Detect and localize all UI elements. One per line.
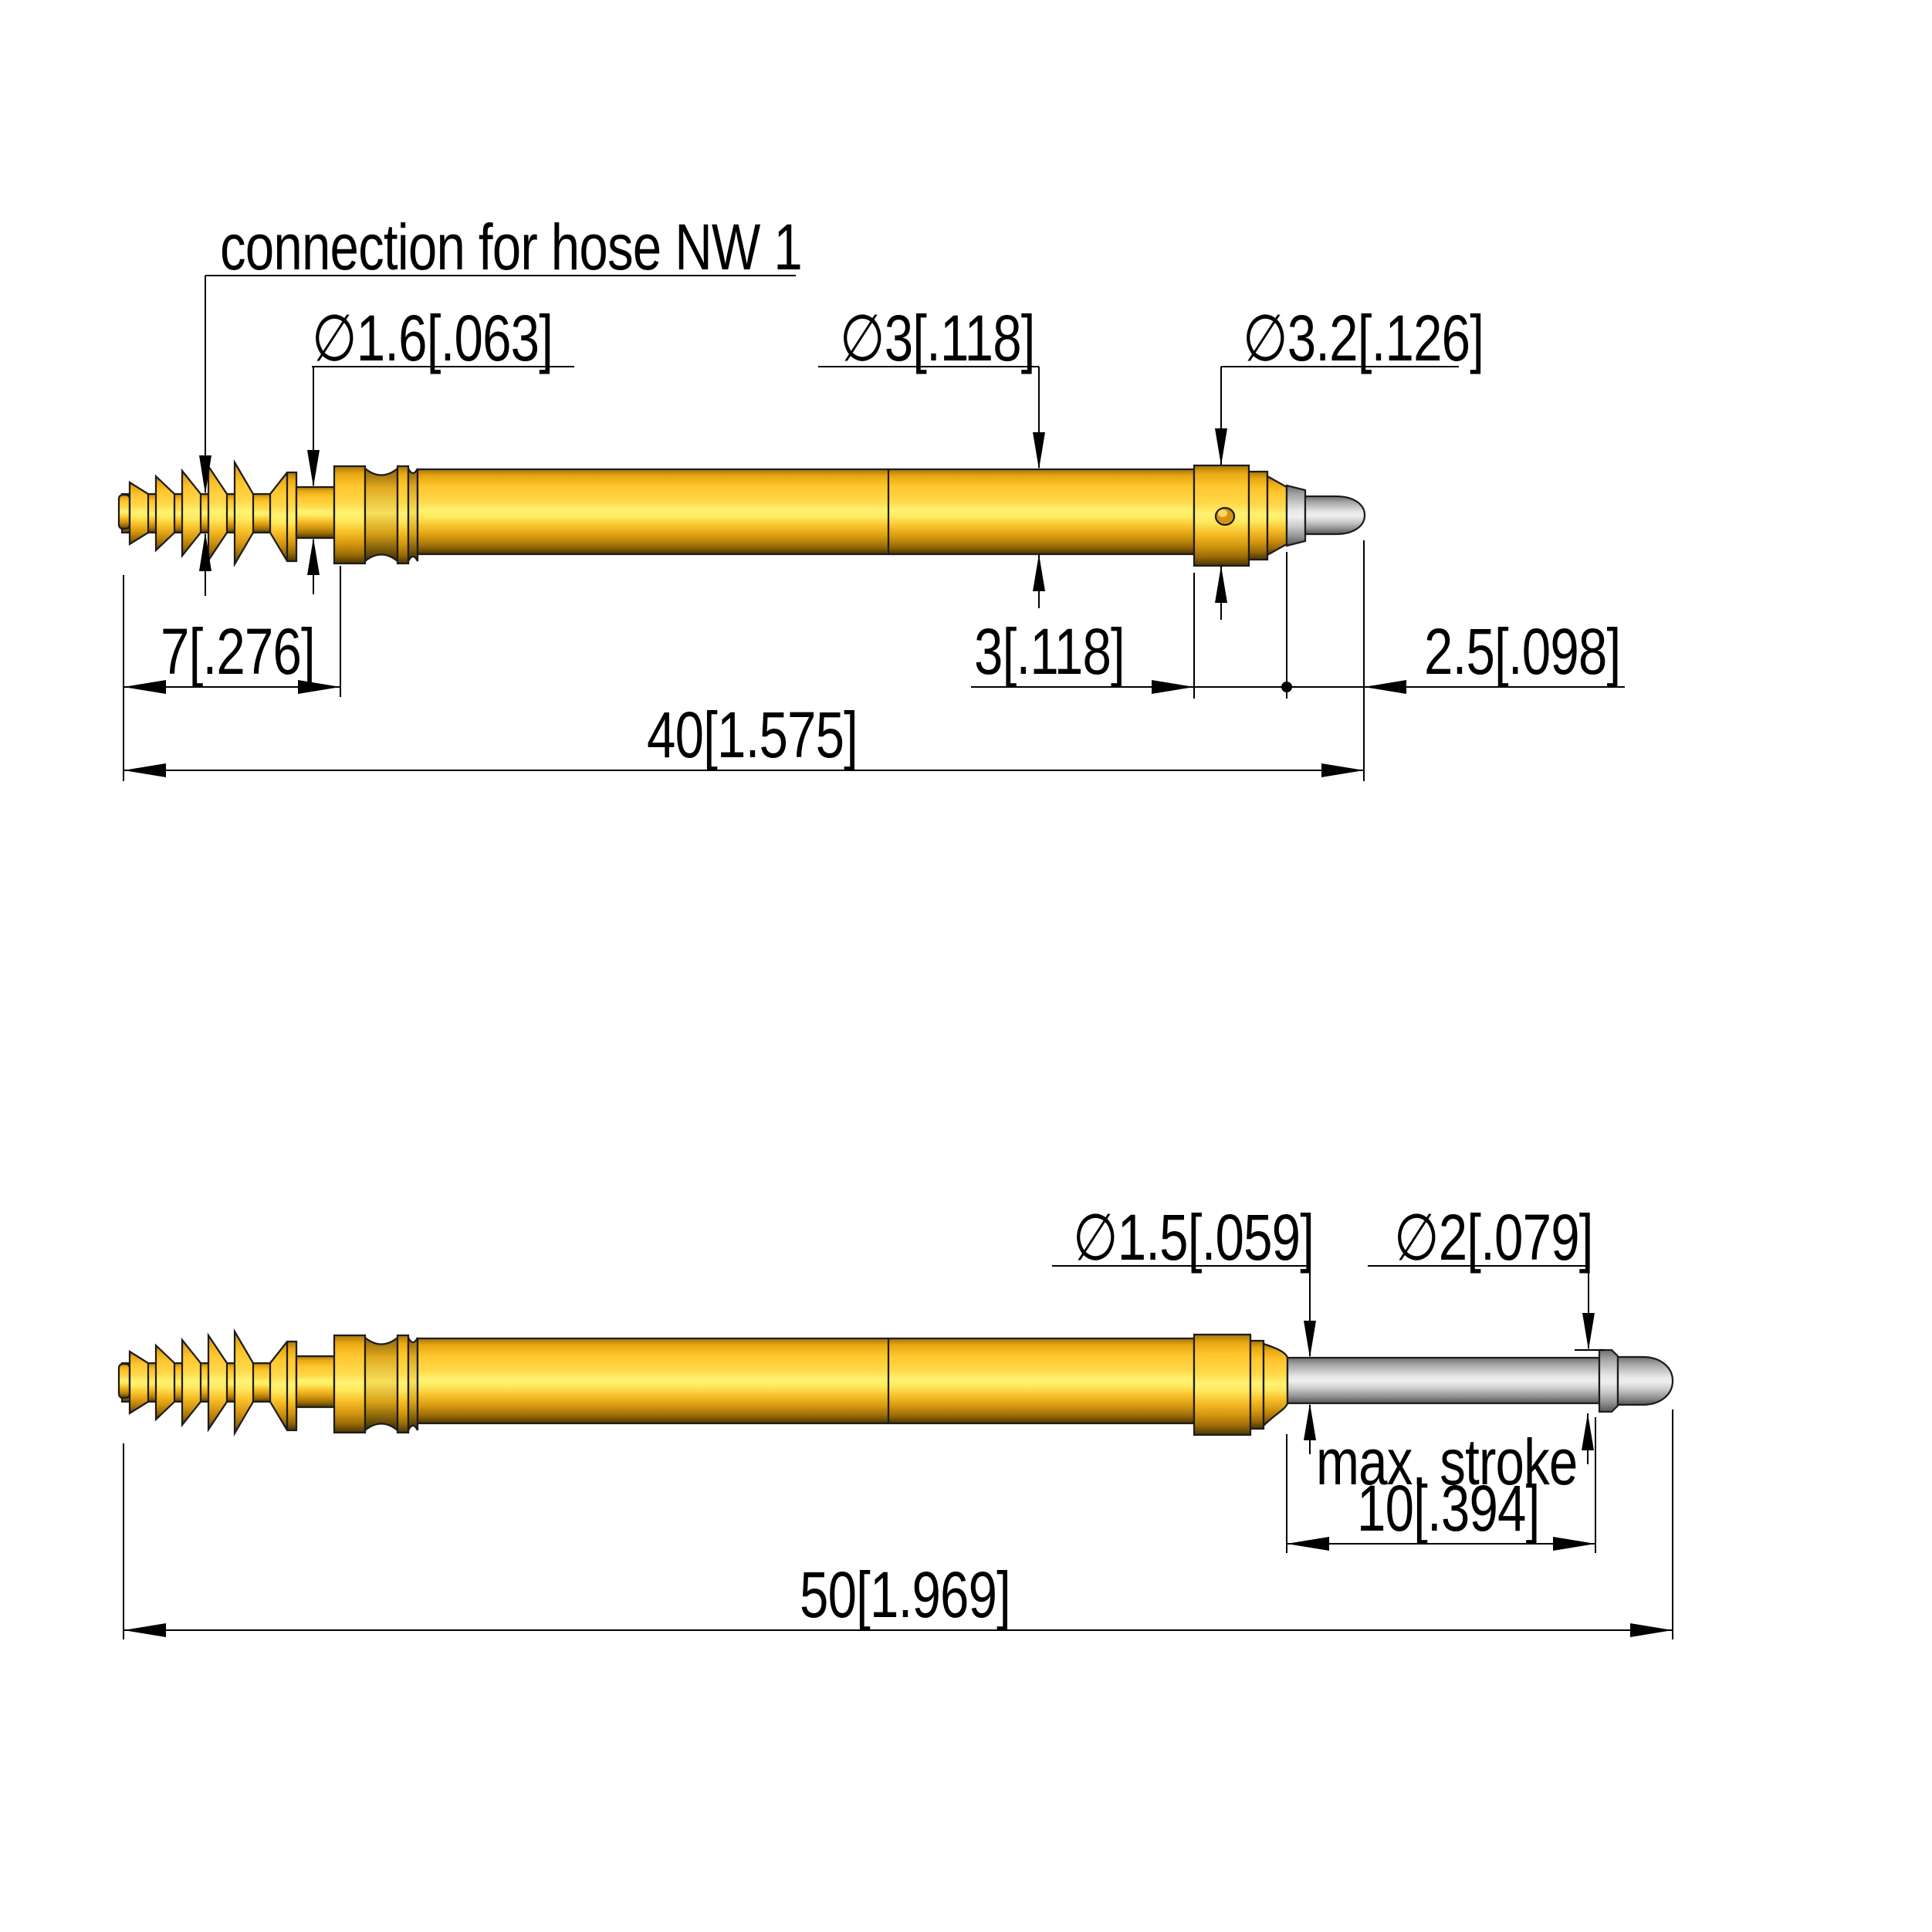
dim-tip-length: 2.5[.098] (1424, 615, 1621, 688)
max-stroke-label: max. stroke (1316, 1426, 1578, 1498)
plunger-dome (1304, 495, 1366, 536)
tip-step-ring (1247, 470, 1269, 561)
dia-barrel-label: ∅3[.118] (840, 302, 1035, 374)
hose-connection-label: connection for hose NW 1 (220, 211, 803, 283)
dia-plunger-label: ∅1.5[.059] (1073, 1201, 1315, 1274)
dim-collar-length: 3[.118] (974, 615, 1125, 688)
dim-barb-length: 7[.276] (161, 615, 316, 688)
dim-stroke-length: 10[.394] (1357, 1472, 1540, 1545)
dim-total-length-top: 40[1.575] (647, 699, 858, 771)
dim-total-length-bottom: 50[1.969] (800, 1558, 1011, 1631)
tip-cone (1266, 475, 1288, 557)
bottom-view-probe (117, 1330, 1674, 1436)
tip-collar-3_2 (1193, 1333, 1252, 1436)
top-view-probe (117, 461, 1366, 567)
plunger-dome (1616, 1355, 1674, 1406)
tip-step-ring (1249, 1339, 1265, 1430)
plunger-collar (1598, 1348, 1619, 1413)
plunger-collar (1285, 484, 1307, 547)
top-view-dimension-lines (123, 275, 1625, 781)
plunger-shaft (1286, 1356, 1601, 1405)
bottom-view-dimension-lines (123, 1265, 1673, 1639)
dia-collar-label: ∅3.2[.126] (1243, 302, 1484, 374)
tip-dome-cone (1262, 1342, 1289, 1428)
dia-barb-label: ∅1.6[.063] (312, 302, 553, 374)
dia-tip-label: ∅2[.079] (1394, 1201, 1593, 1274)
